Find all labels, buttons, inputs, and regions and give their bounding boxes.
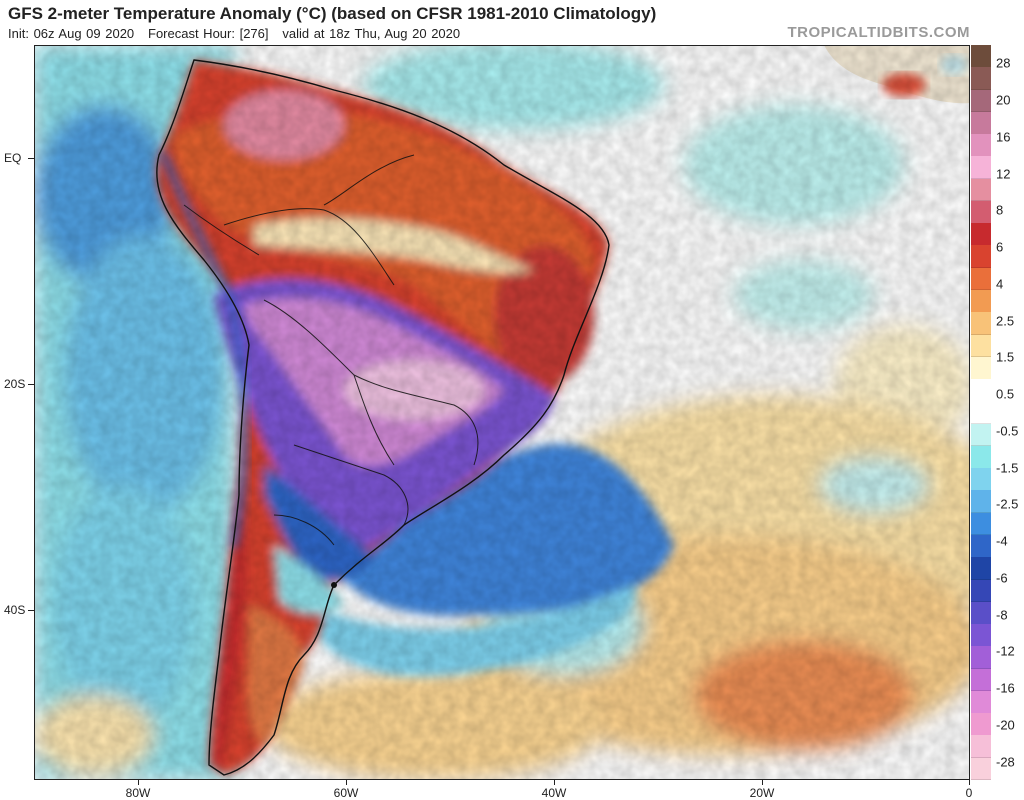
colorbar-label: 12 (996, 166, 1011, 182)
colorbar-swatch (971, 445, 991, 469)
colorbar-label: -16 (996, 680, 1015, 696)
lon-label-80w: 80W (125, 786, 151, 800)
colorbar-swatch (971, 290, 991, 313)
colorbar-label: 4 (996, 276, 1004, 292)
lat-label-20s: 20S (4, 377, 26, 391)
colorbar-swatch (971, 757, 991, 781)
colorbar-label: -12 (996, 643, 1015, 659)
colorbar-swatch (971, 735, 991, 759)
colorbar-label: 28 (996, 55, 1011, 71)
colorbar-swatch (971, 512, 991, 536)
colorbar-swatch (971, 245, 991, 269)
colorbar-label: 16 (996, 129, 1011, 145)
colorbar-label: -20 (996, 717, 1015, 733)
colorbar-label: -4 (996, 533, 1008, 549)
valid-time: valid at 18z Thu, Aug 20 2020 (282, 26, 461, 41)
colorbar-label: 8 (996, 202, 1004, 218)
colorbar-swatch (971, 690, 991, 714)
colorbar-swatch (971, 267, 991, 291)
colorbar-swatch (971, 490, 991, 514)
colorbar-swatch (971, 312, 991, 336)
lon-tick-mark-20w (762, 780, 763, 785)
colorbar-swatch (971, 200, 991, 224)
colorbar-label: -8 (996, 607, 1008, 623)
colorbar-swatch (971, 401, 991, 425)
colorbar-swatch (971, 557, 991, 581)
colorbar-label: -28 (996, 754, 1015, 770)
lon-label-40w: 40W (541, 786, 567, 800)
colorbar-swatch (971, 579, 991, 603)
colorbar-swatch (971, 624, 991, 647)
colorbar-swatch (971, 379, 991, 402)
colorbar-label: -0.5 (996, 423, 1019, 439)
lat-label-eq: EQ (4, 151, 22, 165)
lon-tick-mark-60w (346, 780, 347, 785)
colorbar-label: 1.5 (996, 349, 1015, 365)
lon-tick-mark-0 (969, 780, 970, 785)
colorbar-swatch (971, 67, 991, 91)
colorbar-swatch (971, 468, 991, 491)
colorbar-swatch (971, 89, 991, 113)
colorbar-swatch (971, 668, 991, 692)
colorbar-swatch (971, 713, 991, 736)
colorbar-swatch (971, 423, 991, 447)
colorbar-label: -1.5 (996, 460, 1019, 476)
colorbar-swatch (971, 601, 991, 625)
colorbar-swatch (971, 156, 991, 180)
colorbar-swatch (971, 356, 991, 380)
lon-label-20w: 20W (749, 786, 775, 800)
colorbar-swatch (971, 111, 991, 135)
colorbar-swatch (971, 134, 991, 157)
colorbar-swatch (971, 535, 991, 558)
colorbar-swatch (971, 178, 991, 202)
colorbar-swatch (971, 45, 991, 68)
colorbar (971, 45, 991, 781)
init-time: Init: 06z Aug 09 2020 (8, 26, 135, 41)
run-info: Init: 06z Aug 09 2020 Forecast Hour: [27… (8, 26, 460, 41)
site-brand: TROPICALTIDBITS.COM (787, 24, 970, 41)
colorbar-label: 20 (996, 92, 1011, 108)
colorbar-swatch (971, 646, 991, 670)
colorbar-label: 6 (996, 239, 1004, 255)
map-title: GFS 2-meter Temperature Anomaly (°C) (ba… (8, 4, 657, 23)
colorbar-swatch (971, 334, 991, 358)
colorbar-label: 0.5 (996, 386, 1015, 402)
colorbar-label: -6 (996, 570, 1008, 586)
lon-tick-mark-80w (138, 780, 139, 785)
lon-label-60w: 60W (333, 786, 359, 800)
lon-tick-mark-40w (554, 780, 555, 785)
colorbar-label: -2.5 (996, 496, 1019, 512)
forecast-hour: Forecast Hour: [276] (148, 26, 269, 41)
coastline (156, 59, 610, 776)
lat-tick-mark-40s (28, 610, 34, 611)
colorbar-swatch (971, 223, 991, 246)
lon-label-0: 0 (965, 786, 973, 800)
temperature-anomaly-map (34, 45, 970, 780)
colorbar-label: 2.5 (996, 313, 1015, 329)
lat-label-40s: 40S (4, 603, 26, 617)
country-borders (183, 154, 479, 546)
rio-de-la-plata (331, 582, 337, 588)
lat-tick-mark-20s (28, 384, 34, 385)
lat-tick-mark-eq (28, 158, 34, 159)
